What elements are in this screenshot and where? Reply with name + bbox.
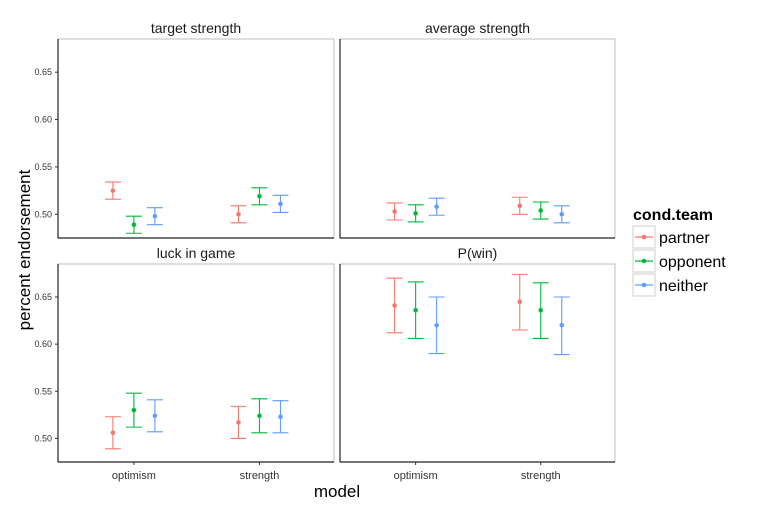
facet-3: P(win) optimism strength <box>339 245 616 482</box>
errorbar-partner-optimism <box>386 202 403 221</box>
panel-background <box>339 38 616 239</box>
y-tick-label: 0.65 <box>34 67 52 77</box>
errorbar-opponent-optimism <box>407 204 424 223</box>
data-point <box>278 414 283 420</box>
data-point <box>110 188 116 193</box>
errorbar-neither-strength <box>553 205 570 224</box>
legend-item-partner: partner <box>632 225 710 249</box>
data-point <box>110 430 116 436</box>
errorbar-partner-optimism <box>104 416 121 450</box>
legend-key-point <box>641 282 647 288</box>
legend-item-neither: neither <box>632 273 709 297</box>
data-point <box>392 303 397 308</box>
data-point <box>517 299 523 305</box>
y-tick-label: 0.65 <box>34 292 52 302</box>
legend: cond.team partner opponent neither <box>632 207 726 297</box>
y-tick-label: 0.50 <box>34 209 52 219</box>
data-point <box>538 208 544 213</box>
errorbar-neither-strength <box>553 296 570 356</box>
panel-title: target strength <box>151 20 241 36</box>
legend-label: opponent <box>659 254 726 271</box>
y-tick-label: 0.55 <box>34 386 52 396</box>
panel-background <box>57 263 335 463</box>
data-point <box>278 201 283 207</box>
data-point <box>517 203 523 209</box>
x-axis-title: model <box>314 482 360 501</box>
errorbar-partner-strength <box>511 196 528 215</box>
facet-0: target strength 0.50 0.55 0.60 0.65 <box>34 20 335 239</box>
errorbar-opponent-strength <box>532 201 549 220</box>
x-tick-label: optimism <box>112 470 156 482</box>
errorbar-neither-optimism <box>146 399 163 433</box>
legend-key-point <box>641 258 647 264</box>
errorbar-neither-optimism <box>428 197 445 216</box>
data-point <box>257 413 262 419</box>
data-point <box>413 307 418 313</box>
facet-panels: target strength 0.50 0.55 0.60 0.65 average s… <box>34 20 616 482</box>
facet-1: average strength <box>339 20 616 239</box>
y-tick-label: 0.50 <box>34 433 52 443</box>
data-point <box>152 413 158 419</box>
y-tick-label: 0.60 <box>34 115 52 125</box>
errorbar-neither-strength <box>272 194 289 213</box>
y-tick-label: 0.55 <box>34 162 52 172</box>
panel-title: average strength <box>425 20 530 36</box>
errorbar-neither-strength <box>272 400 289 434</box>
panel-background <box>57 38 335 239</box>
legend-item-opponent: opponent <box>632 249 726 273</box>
data-point <box>131 222 137 228</box>
errorbar-partner-strength <box>230 205 247 224</box>
panel-title: luck in game <box>157 245 236 261</box>
y-axis-title: percent endorsement <box>15 169 34 330</box>
panel-background <box>339 263 616 463</box>
legend-key-point <box>641 234 647 240</box>
data-point <box>152 213 158 219</box>
errorbar-partner-strength <box>230 405 247 439</box>
x-tick-label: strength <box>240 470 280 482</box>
data-point <box>434 322 439 328</box>
y-tick-label: 0.60 <box>34 339 52 349</box>
errorbar-opponent-optimism <box>125 392 142 428</box>
data-point <box>559 212 565 217</box>
x-tick-label: optimism <box>394 470 438 482</box>
legend-label: partner <box>659 230 710 247</box>
data-point <box>559 322 565 328</box>
data-point <box>538 307 544 313</box>
panel-title: P(win) <box>458 245 498 261</box>
errorbar-opponent-optimism <box>407 281 424 340</box>
errorbar-opponent-optimism <box>125 215 142 234</box>
data-point <box>434 204 439 210</box>
errorbar-partner-strength <box>511 273 528 331</box>
facet-2: luck in game 0.50 0.55 0.60 0.65 optimism stre… <box>34 245 335 482</box>
data-point <box>257 194 262 199</box>
errorbar-opponent-strength <box>532 282 549 340</box>
data-point <box>392 209 397 214</box>
errorbar-neither-optimism <box>428 296 445 355</box>
data-point <box>236 420 241 425</box>
data-point <box>413 211 418 216</box>
legend-title: cond.team <box>633 207 713 224</box>
data-point <box>236 212 241 217</box>
x-tick-label: strength <box>521 470 561 482</box>
errorbar-opponent-strength <box>251 187 268 206</box>
data-point <box>131 407 137 413</box>
errorbar-partner-optimism <box>386 277 403 334</box>
errorbar-neither-optimism <box>146 207 163 226</box>
errorbar-partner-optimism <box>104 181 121 200</box>
errorbar-opponent-strength <box>251 398 268 434</box>
legend-label: neither <box>659 278 709 295</box>
